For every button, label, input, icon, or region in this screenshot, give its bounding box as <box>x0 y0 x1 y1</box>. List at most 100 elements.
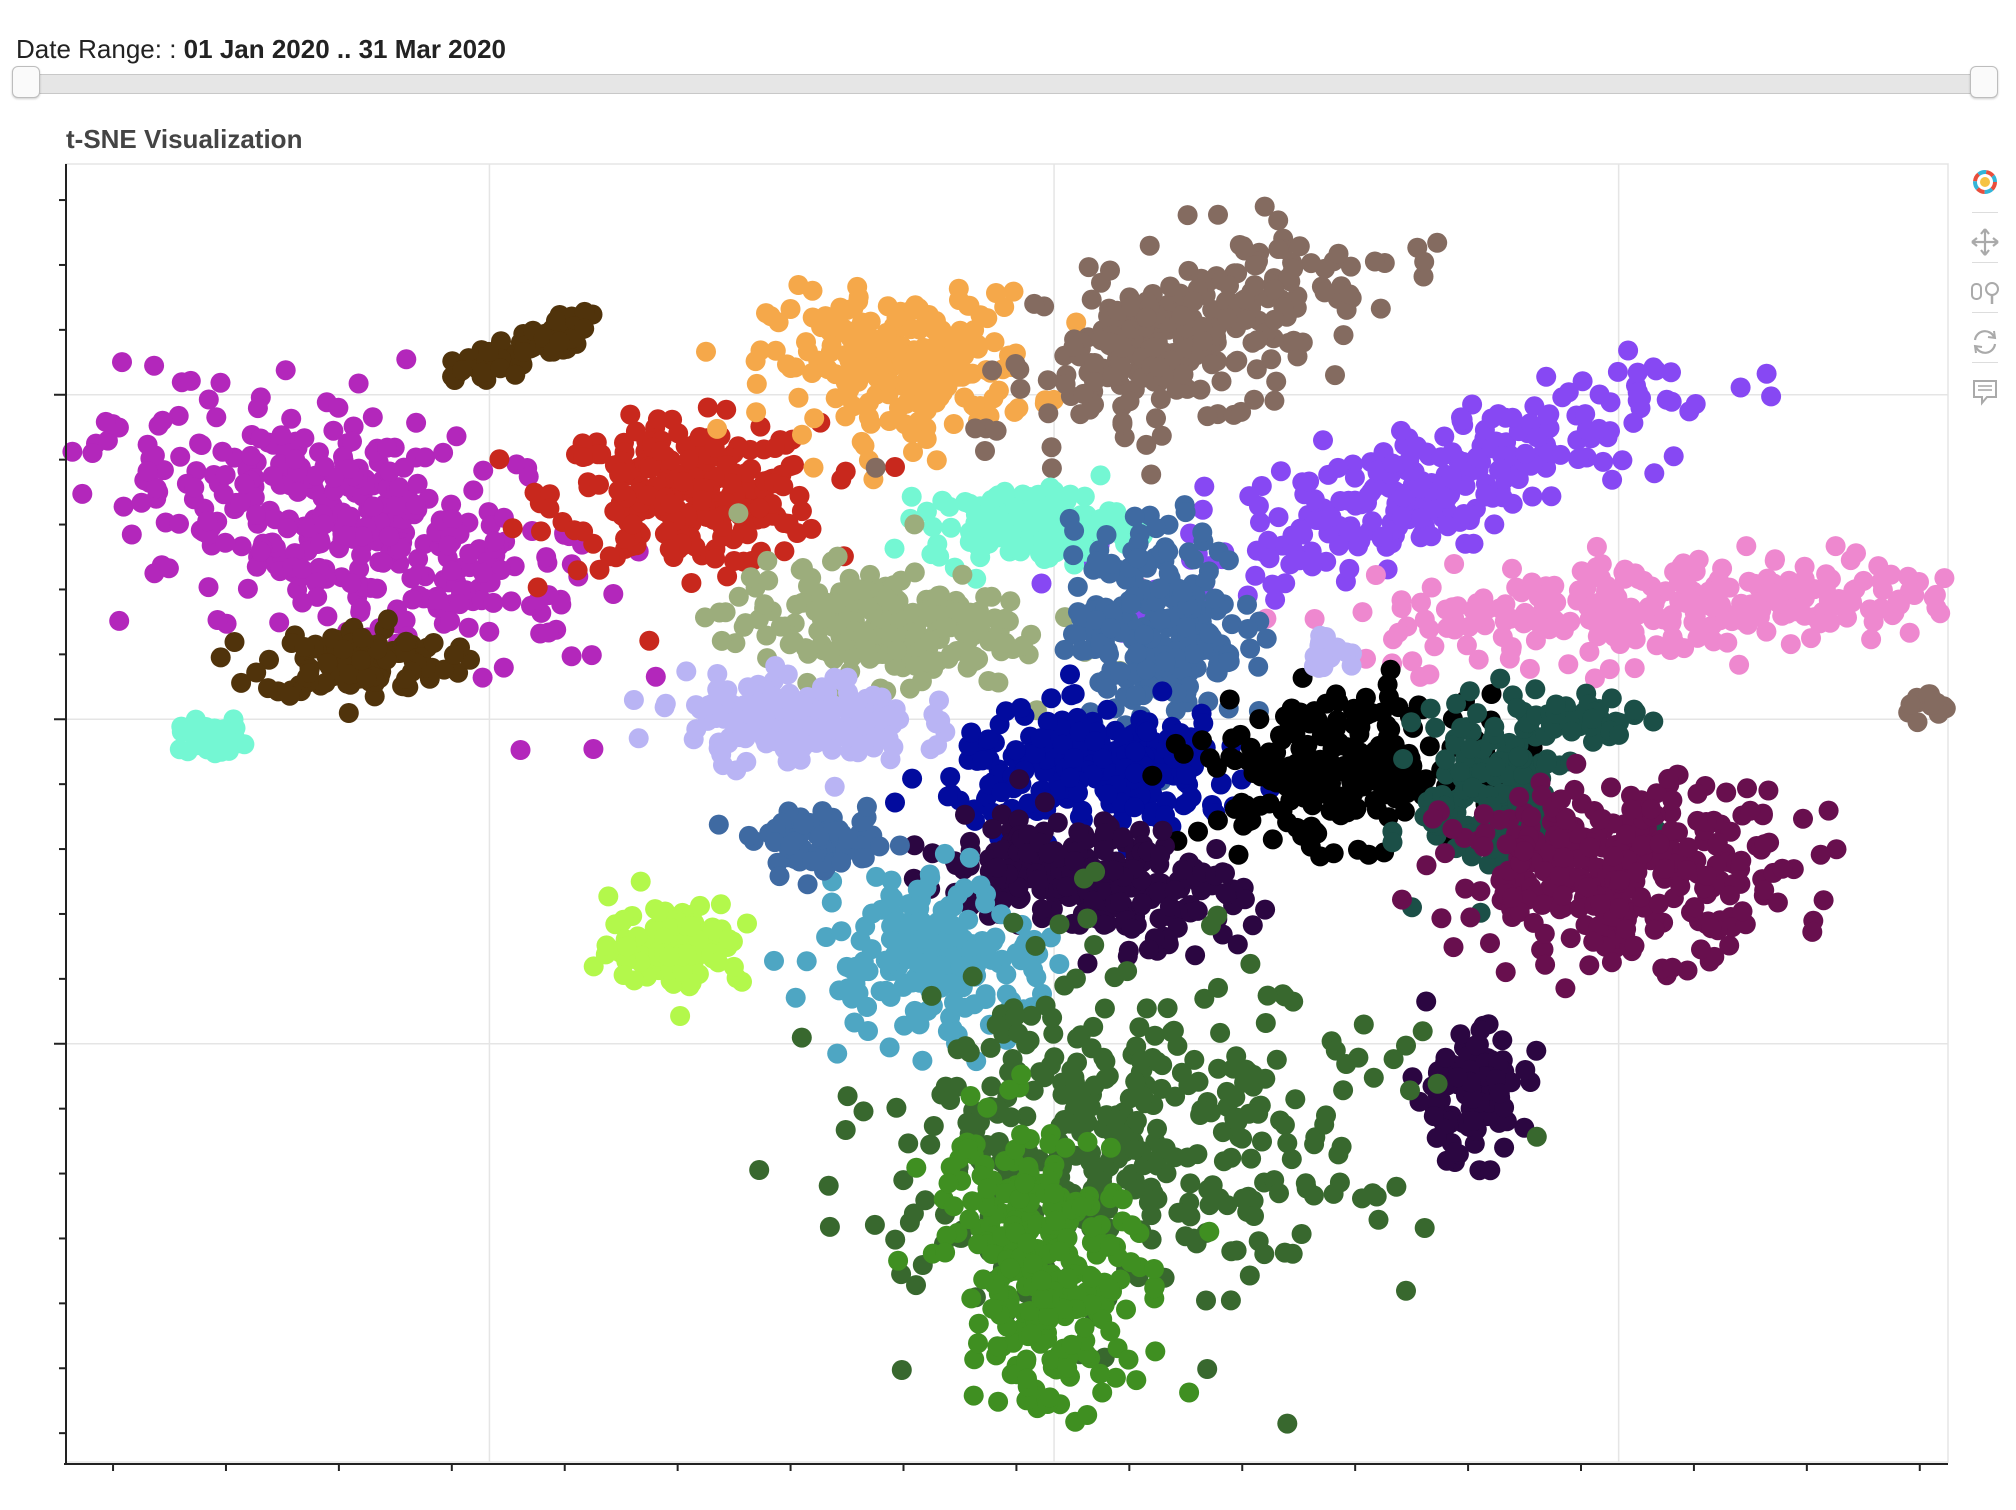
data-point <box>960 602 981 623</box>
data-point <box>1551 789 1571 810</box>
data-point <box>1502 407 1523 428</box>
data-point <box>1067 1028 1088 1049</box>
data-point <box>356 668 377 689</box>
data-point <box>1616 919 1637 940</box>
data-point <box>611 462 632 483</box>
data-point <box>1196 1290 1216 1311</box>
data-point <box>1151 425 1172 446</box>
data-point <box>1129 1017 1150 1038</box>
data-point <box>1248 1231 1269 1252</box>
data-point <box>922 516 943 537</box>
data-point <box>678 449 699 470</box>
data-point <box>1610 870 1631 891</box>
data-point <box>1165 700 1186 721</box>
data-point <box>1393 749 1414 769</box>
scatter-points <box>62 196 1956 1434</box>
data-point <box>826 593 846 614</box>
data-point <box>1171 1062 1192 1083</box>
data-point <box>827 1043 848 1064</box>
data-point <box>1272 984 1293 1005</box>
data-point <box>1065 968 1086 989</box>
data-point <box>1237 594 1257 615</box>
data-point <box>1128 533 1149 554</box>
data-point <box>1515 1060 1536 1080</box>
data-point <box>1700 581 1720 602</box>
data-point <box>1310 749 1331 770</box>
data-point <box>681 916 702 937</box>
data-point <box>1352 602 1373 623</box>
cluster-20 <box>583 871 757 1026</box>
data-point <box>1155 805 1175 826</box>
data-point <box>158 558 179 579</box>
data-point <box>1525 679 1546 700</box>
data-point <box>1460 738 1481 759</box>
data-point <box>610 481 631 502</box>
date-range-end-handle[interactable] <box>1970 66 1998 98</box>
data-point <box>935 974 956 995</box>
data-point <box>1192 499 1213 520</box>
data-point <box>1326 684 1346 705</box>
data-point <box>1060 664 1080 685</box>
data-point <box>1456 635 1477 656</box>
data-point <box>716 686 737 707</box>
data-point <box>1264 390 1285 411</box>
data-point <box>1289 236 1310 257</box>
data-point <box>1435 749 1456 770</box>
data-point <box>215 532 236 553</box>
data-point <box>987 857 1008 878</box>
data-point <box>859 392 879 413</box>
data-point <box>622 514 643 535</box>
data-point <box>1489 809 1510 830</box>
data-point <box>1019 515 1040 536</box>
data-point <box>1066 312 1087 333</box>
data-point <box>1521 806 1542 827</box>
data-point <box>703 509 724 530</box>
data-point <box>857 595 878 616</box>
data-point <box>335 525 356 546</box>
cluster-18 <box>1402 991 1547 1181</box>
data-point <box>991 804 1012 825</box>
data-point <box>1525 630 1546 651</box>
data-point <box>1444 554 1465 574</box>
data-point <box>240 445 261 466</box>
date-range-start-handle[interactable] <box>12 66 40 98</box>
data-point <box>980 1037 1001 1058</box>
data-point <box>883 737 904 757</box>
data-point <box>198 389 219 410</box>
data-point <box>1380 719 1401 740</box>
data-point <box>788 387 809 408</box>
data-point <box>1515 443 1536 464</box>
data-point <box>1447 1067 1468 1088</box>
data-point <box>1431 908 1452 929</box>
data-point <box>459 543 480 564</box>
data-point <box>1740 800 1761 821</box>
data-point <box>237 578 258 599</box>
data-point <box>294 637 315 657</box>
data-point <box>1364 790 1385 811</box>
data-point <box>1095 1068 1116 1089</box>
data-point <box>1226 1046 1247 1067</box>
data-point <box>1093 1047 1114 1068</box>
data-point <box>1305 821 1326 842</box>
data-point <box>1056 876 1077 897</box>
data-point <box>885 792 905 813</box>
data-point <box>1025 743 1046 764</box>
data-point <box>885 457 905 477</box>
data-point <box>867 727 888 748</box>
data-point <box>790 559 811 580</box>
data-point <box>1208 204 1228 225</box>
data-point <box>881 870 902 891</box>
data-point <box>489 449 510 470</box>
data-point <box>1080 1096 1101 1117</box>
data-point <box>1588 418 1609 439</box>
data-point <box>137 461 158 482</box>
data-point <box>1825 536 1846 557</box>
data-point <box>213 484 234 505</box>
data-point <box>131 492 152 513</box>
data-point <box>1731 850 1752 871</box>
data-point <box>1802 921 1823 942</box>
data-point <box>1328 1144 1349 1165</box>
data-point <box>1151 1078 1172 1099</box>
data-point <box>224 632 245 652</box>
